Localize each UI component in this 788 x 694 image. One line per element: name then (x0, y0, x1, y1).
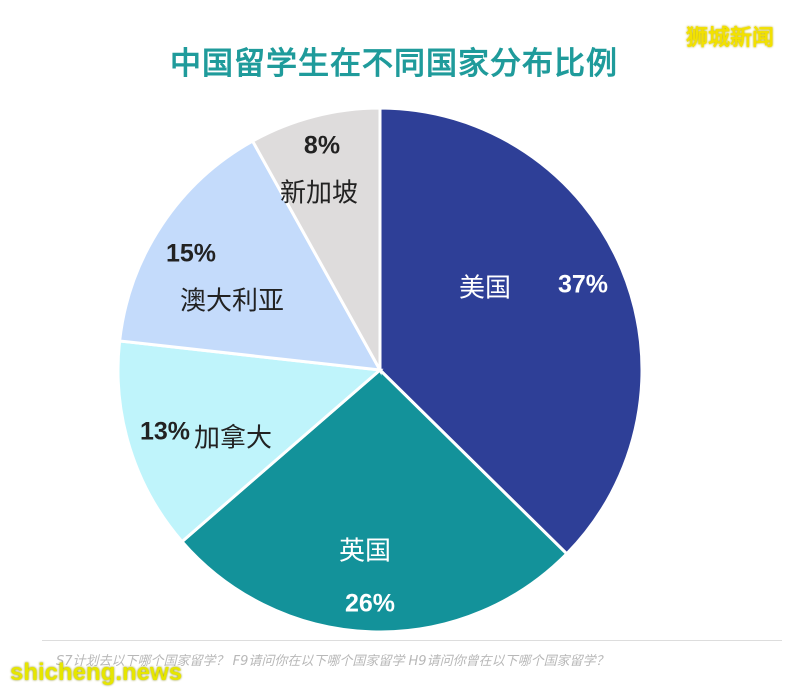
footnote: S7计划去以下哪个国家留学？ F9请问你在以下哪个国家留学 H9请问你曾在以下哪… (56, 654, 609, 669)
slice-label: 新加坡 (280, 179, 358, 209)
pie-slice (179, 367, 569, 634)
slice-value-label: 8% (304, 132, 340, 160)
watermark-logo-top: 狮城新闻 (685, 26, 774, 51)
slice-label: 英国 (339, 537, 391, 567)
slice-value-label: 13% (140, 418, 190, 446)
slice-label: 澳大利亚 (180, 287, 284, 317)
slice-value-label: 37% (558, 271, 608, 299)
slice-value-label: 26% (345, 590, 395, 618)
pie-slice (378, 106, 644, 556)
footnote-divider (42, 640, 782, 641)
slice-label: 加拿大 (194, 424, 272, 454)
pie-slice (117, 139, 383, 372)
slice-value-label: 15% (166, 240, 216, 268)
pie-slice (116, 339, 384, 544)
watermark-logo-bottom: shicheng.news (10, 659, 183, 686)
pie-slice (250, 106, 382, 376)
chart-title: 中国留学生在不同国家分布比例 (170, 46, 618, 82)
slice-label: 美国 (459, 274, 511, 304)
